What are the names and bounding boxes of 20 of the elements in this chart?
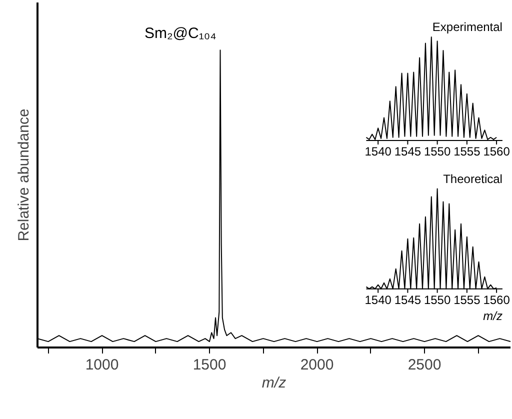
x-tick-label: 1545 xyxy=(394,292,422,307)
x-tick-label: 2500 xyxy=(408,356,442,374)
x-tick-label: 1560 xyxy=(483,292,510,307)
x-axis-title: m/z xyxy=(262,374,287,392)
x-tick-label: 1555 xyxy=(454,292,481,307)
x-tick-label: 1540 xyxy=(364,292,392,307)
x-tick-label: 1540 xyxy=(364,144,392,158)
x-tick-label: 1000 xyxy=(85,356,119,374)
x-tick-label: 1550 xyxy=(424,292,451,307)
annotation: Sm₂@C₁₀₄ xyxy=(144,25,216,42)
x-axis-title: m/z xyxy=(483,308,502,323)
x-tick-label: 1555 xyxy=(454,144,481,158)
x-tick-label: 1500 xyxy=(192,356,226,374)
x-tick-label: 1550 xyxy=(424,144,451,158)
x-tick-label: 2000 xyxy=(300,356,334,374)
chart-title: Theoretical xyxy=(443,172,502,186)
x-tick-label: 1560 xyxy=(483,144,510,158)
chart-title: Experimental xyxy=(432,20,502,34)
x-tick-label: 1545 xyxy=(394,144,422,158)
y-axis-title: Relative abundance xyxy=(16,108,32,242)
